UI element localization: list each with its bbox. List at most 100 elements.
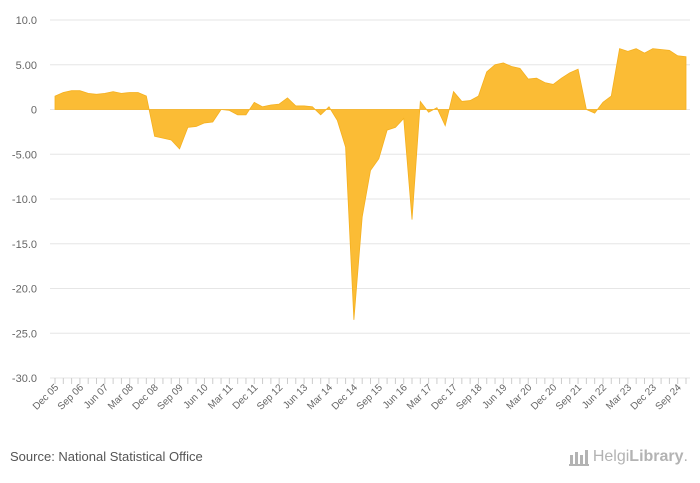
- data-point[interactable]: [195, 125, 198, 128]
- y-tick-label: -30.0: [12, 373, 37, 385]
- data-point[interactable]: [269, 104, 272, 107]
- data-point[interactable]: [560, 77, 563, 80]
- brand-name-bold: Library: [629, 448, 684, 465]
- data-point[interactable]: [336, 119, 339, 122]
- y-axis: 10.0 5.00 0 -5.00 -10.0 -15.0 -20.0 -25.0 -30.0: [12, 15, 37, 385]
- data-point[interactable]: [261, 105, 264, 108]
- data-point[interactable]: [610, 95, 613, 98]
- data-point[interactable]: [668, 49, 671, 52]
- data-point[interactable]: [244, 113, 247, 116]
- data-point[interactable]: [377, 157, 380, 160]
- data-point[interactable]: [369, 169, 372, 172]
- data-point[interactable]: [411, 218, 414, 221]
- y-tick-label: -20.0: [12, 284, 37, 296]
- data-point[interactable]: [469, 99, 472, 102]
- library-icon: [568, 450, 589, 466]
- chart-series: [54, 47, 688, 321]
- data-point[interactable]: [527, 78, 530, 81]
- brand-logo[interactable]: HelgiLibrary.: [568, 448, 688, 466]
- data-point[interactable]: [651, 47, 654, 50]
- data-point[interactable]: [54, 95, 57, 98]
- data-point[interactable]: [352, 318, 355, 321]
- data-point[interactable]: [660, 48, 663, 51]
- data-point[interactable]: [303, 104, 306, 107]
- x-tick-label: Jun 10: [182, 382, 211, 411]
- data-point[interactable]: [477, 95, 480, 98]
- data-point[interactable]: [170, 138, 173, 141]
- y-tick-label: -15.0: [12, 239, 37, 251]
- x-tick-label: Dec 11: [231, 382, 261, 412]
- data-point[interactable]: [327, 105, 330, 108]
- data-point[interactable]: [70, 89, 73, 92]
- data-point[interactable]: [145, 95, 148, 98]
- data-point[interactable]: [585, 108, 588, 111]
- data-point[interactable]: [485, 70, 488, 73]
- data-point[interactable]: [510, 65, 513, 68]
- data-point[interactable]: [87, 92, 90, 95]
- data-point[interactable]: [618, 47, 621, 50]
- data-point[interactable]: [568, 71, 571, 74]
- data-point[interactable]: [427, 111, 430, 114]
- data-point[interactable]: [120, 92, 123, 95]
- data-point[interactable]: [220, 108, 223, 111]
- data-point[interactable]: [161, 137, 164, 140]
- data-point[interactable]: [419, 100, 422, 103]
- data-point[interactable]: [635, 47, 638, 50]
- data-point[interactable]: [494, 63, 497, 66]
- chart: 10.05.000-5.00-10.0-15.0-20.0-25.0-30.0 …: [12, 15, 690, 413]
- data-point[interactable]: [62, 91, 65, 94]
- data-point[interactable]: [228, 109, 231, 112]
- data-point[interactable]: [676, 54, 679, 57]
- data-point[interactable]: [311, 105, 314, 108]
- data-point[interactable]: [211, 121, 214, 124]
- data-point[interactable]: [386, 129, 389, 132]
- x-tick-label: Sep 12: [255, 382, 285, 412]
- data-point[interactable]: [601, 101, 604, 104]
- x-tick-label: Dec 20: [529, 382, 559, 412]
- data-point[interactable]: [294, 104, 297, 107]
- data-point[interactable]: [186, 126, 189, 129]
- data-point[interactable]: [626, 50, 629, 53]
- y-tick-label: 10.0: [16, 15, 37, 27]
- x-tick-label: Dec 23: [629, 382, 659, 412]
- x-tick-label: Mar 23: [604, 382, 634, 412]
- data-point[interactable]: [435, 106, 438, 109]
- data-point[interactable]: [577, 68, 580, 71]
- source-note: Source: National Statistical Office: [10, 449, 203, 464]
- data-point[interactable]: [460, 100, 463, 103]
- data-point[interactable]: [236, 113, 239, 116]
- data-point[interactable]: [452, 90, 455, 93]
- data-point[interactable]: [112, 90, 115, 93]
- data-point[interactable]: [543, 81, 546, 84]
- data-point[interactable]: [178, 147, 181, 150]
- x-tick-label: Jun 13: [281, 382, 310, 411]
- data-point[interactable]: [78, 89, 81, 92]
- data-point[interactable]: [103, 92, 106, 95]
- data-point[interactable]: [535, 77, 538, 80]
- x-tick-label: Sep 24: [654, 382, 684, 412]
- data-point[interactable]: [502, 61, 505, 64]
- data-point[interactable]: [286, 96, 289, 99]
- data-point[interactable]: [552, 83, 555, 86]
- data-point[interactable]: [444, 124, 447, 127]
- data-point[interactable]: [518, 67, 521, 70]
- data-point[interactable]: [253, 101, 256, 104]
- data-point[interactable]: [402, 117, 405, 120]
- data-point[interactable]: [361, 215, 364, 218]
- data-point[interactable]: [128, 91, 131, 94]
- data-point[interactable]: [344, 146, 347, 149]
- data-point[interactable]: [278, 103, 281, 106]
- data-point[interactable]: [685, 55, 688, 58]
- data-point[interactable]: [319, 113, 322, 116]
- y-tick-label: -5.00: [12, 149, 37, 161]
- data-point[interactable]: [394, 126, 397, 129]
- x-tick-label: Dec 17: [429, 382, 459, 412]
- data-point[interactable]: [153, 135, 156, 138]
- data-point[interactable]: [95, 93, 98, 96]
- data-point[interactable]: [137, 91, 140, 94]
- data-point[interactable]: [593, 112, 596, 115]
- x-tick-label: Mar 08: [106, 382, 136, 412]
- data-point[interactable]: [203, 121, 206, 124]
- data-point[interactable]: [643, 52, 646, 55]
- chart-grid: [50, 19, 690, 379]
